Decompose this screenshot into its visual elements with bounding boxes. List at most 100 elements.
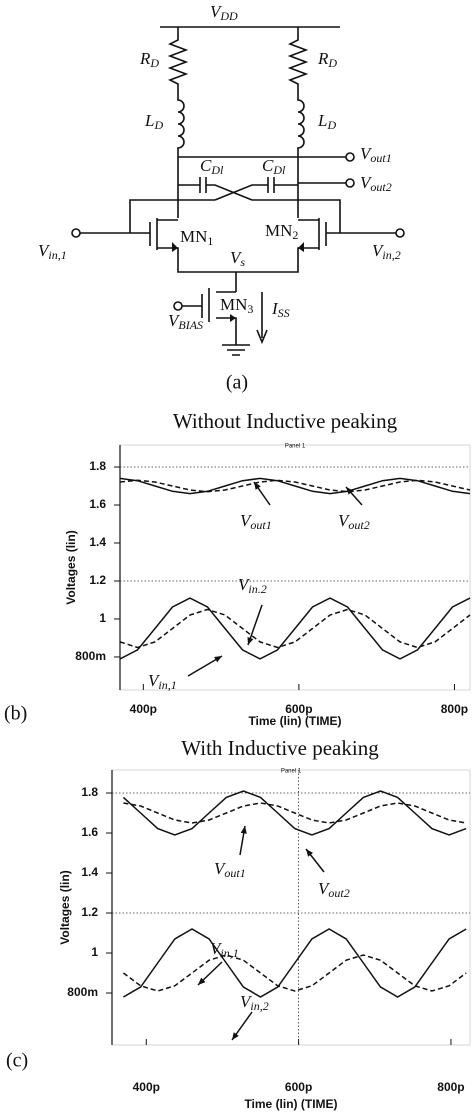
terminal <box>345 178 355 188</box>
chart-title: With Inductive peaking <box>181 736 379 760</box>
label-main: MN <box>180 227 207 246</box>
y-tick-label: 1.4 <box>81 865 98 879</box>
series-line <box>122 790 467 836</box>
label-main: L <box>144 111 154 130</box>
x-tick-label: 400p <box>130 702 157 716</box>
y-tick-label: 1.6 <box>89 497 106 511</box>
arrow-head <box>306 849 313 857</box>
label: LD <box>317 111 336 132</box>
label-sub: out2 <box>328 886 349 900</box>
label: Vs <box>230 248 245 269</box>
label: Vin,1 <box>38 241 67 262</box>
label: LD <box>144 111 163 132</box>
label-main: V <box>210 2 223 21</box>
y-tick-label: 1.2 <box>81 905 98 919</box>
cross-caps <box>178 177 298 201</box>
label-sub: D <box>153 118 163 132</box>
terminal <box>173 301 183 311</box>
y-tick-label: 1.8 <box>81 785 98 799</box>
label-sub: s <box>240 255 245 269</box>
label-main: V <box>240 992 253 1011</box>
label-main: L <box>317 111 327 130</box>
terminal <box>71 228 81 238</box>
panel-label: (c) <box>6 1050 28 1072</box>
label: MN3 <box>220 295 253 316</box>
arrow-head <box>346 487 354 495</box>
y-tick-label: 1 <box>99 611 106 625</box>
series-label: Vout1 <box>240 511 272 532</box>
label-main: V <box>360 173 373 192</box>
label-main: MN <box>265 221 292 240</box>
series-label: Vout2 <box>318 879 350 900</box>
arrow-head <box>214 656 222 663</box>
label-main: C <box>200 156 212 175</box>
series-label: Vin.2 <box>238 575 267 596</box>
y-tick-label: 1.4 <box>89 535 106 549</box>
label-sub: D <box>149 56 159 70</box>
chart-title: Without Inductive peaking <box>173 409 398 433</box>
diff-pair <box>80 218 396 273</box>
label-main: V <box>230 248 243 267</box>
series-line <box>119 597 471 660</box>
label: MN2 <box>265 221 298 242</box>
label-main: V <box>148 671 161 690</box>
label-sub: 3 <box>247 302 253 316</box>
label: VBIAS <box>168 311 203 332</box>
series-label: Vin,1 <box>210 939 239 960</box>
arrow-head <box>240 826 247 834</box>
label: MN1 <box>180 227 213 248</box>
label: Vout2 <box>360 173 392 194</box>
arrow-head <box>198 977 206 985</box>
label-sub: Dl <box>272 163 286 177</box>
series-line <box>123 802 467 824</box>
label: VDD <box>210 2 238 23</box>
y-tick-label: 1.8 <box>89 459 106 473</box>
x-tick-label: 800p <box>441 702 468 716</box>
label-main: V <box>360 144 373 163</box>
arrow-head <box>254 482 261 490</box>
series-line <box>119 477 471 495</box>
series-line <box>123 928 467 998</box>
label-sub: DD <box>219 9 238 23</box>
panel-label: (b) <box>4 703 27 725</box>
label-main: I <box>271 299 279 318</box>
x-tick-label: 800p <box>437 1080 464 1094</box>
label-sub: Dl <box>210 163 224 177</box>
terminal <box>395 228 405 238</box>
label-main: V <box>338 511 351 530</box>
current-arrow <box>256 292 268 345</box>
y-tick-label: 800m <box>75 649 106 663</box>
series-line <box>122 954 467 992</box>
x-axis-label: Time (lin) (TIME) <box>244 1097 337 1111</box>
series-label: Vin,1 <box>148 671 177 692</box>
label-sub: SS <box>278 306 290 320</box>
label-sub: 2 <box>292 228 298 242</box>
label-sub: in,1 <box>220 946 238 960</box>
label-main: V <box>214 859 227 878</box>
label: CDl <box>200 156 224 177</box>
label: ISS <box>271 299 290 320</box>
y-axis-label: Voltages (lin) <box>64 530 78 604</box>
label-sub: in,2 <box>250 999 268 1013</box>
label: RD <box>139 49 159 70</box>
label-main: C <box>262 156 274 175</box>
label-sub: out1 <box>250 518 271 532</box>
cross-wires <box>129 199 341 233</box>
label-main: V <box>238 575 251 594</box>
y-tick-label: 800m <box>67 985 98 999</box>
circuit: VDD RD RD LD LD CDl CDl Vout1 Vout2 Vin,… <box>38 2 405 356</box>
label: Vout1 <box>360 144 392 165</box>
panel-label: (a) <box>226 372 248 394</box>
y-tick-label: 1.6 <box>81 825 98 839</box>
label-sub: out1 <box>370 151 391 165</box>
y-axis-label: Voltages (lin) <box>58 870 72 944</box>
label-sub: D <box>326 118 336 132</box>
label-main: V <box>210 939 223 958</box>
arrow-head <box>247 637 254 645</box>
label-sub: out1 <box>224 866 245 880</box>
label-main: V <box>168 311 181 330</box>
label-main: V <box>372 241 385 260</box>
label-sub: in,1 <box>158 678 176 692</box>
